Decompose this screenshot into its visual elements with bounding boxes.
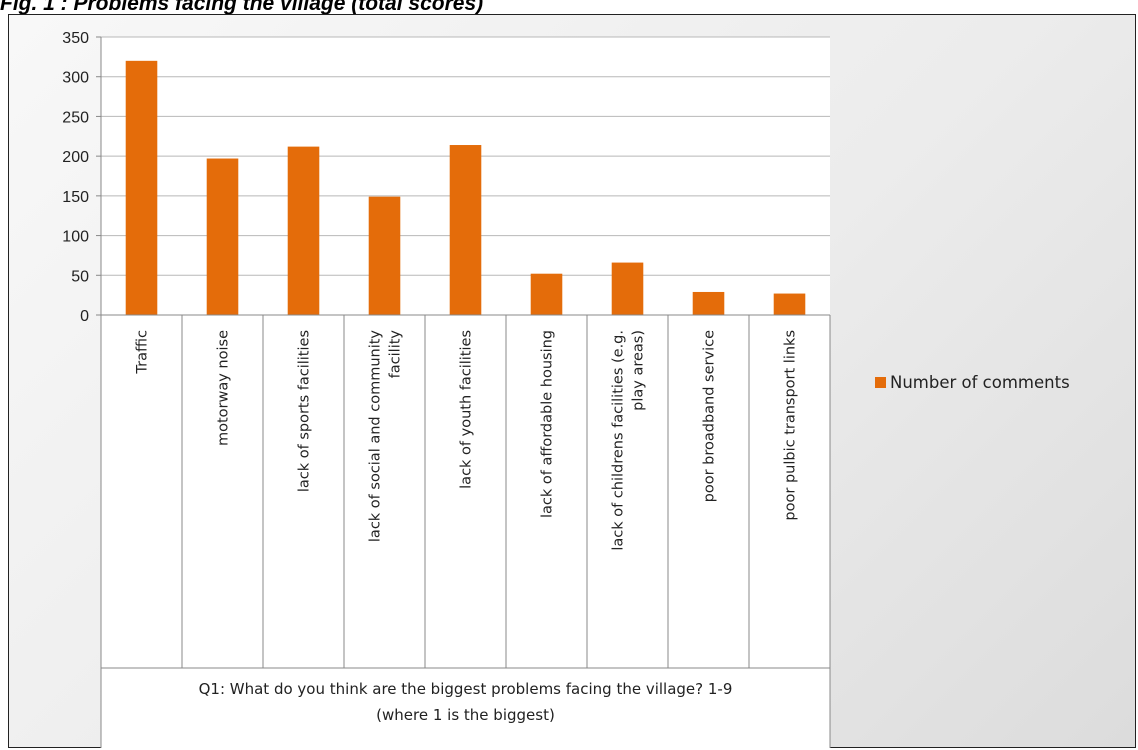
bar [773, 293, 806, 315]
bar [287, 146, 320, 315]
category-axis-area [101, 315, 830, 748]
category-label: Traffic [135, 330, 151, 375]
bar [449, 145, 482, 315]
category-label: poor pulbic transport links [783, 330, 799, 521]
category-label: motorway noise [216, 330, 232, 446]
y-tick-label: 50 [71, 268, 89, 285]
category-label: lack of affordable housing [540, 330, 556, 518]
y-tick-label: 100 [62, 229, 89, 246]
legend-swatch [875, 377, 886, 388]
y-tick-label: 300 [62, 70, 89, 87]
bar [692, 291, 725, 315]
x-axis-title: (where 1 is the biggest) [376, 706, 555, 724]
category-label: lack of sports facilities [297, 330, 313, 492]
legend-label: Number of comments [890, 373, 1070, 392]
bar [368, 196, 401, 315]
category-label: lack of childrens facilities (e.g. [611, 330, 627, 551]
y-tick-label: 0 [80, 308, 89, 325]
category-label: play areas) [631, 330, 647, 411]
bar [530, 273, 563, 315]
y-tick-label: 200 [62, 149, 89, 166]
y-tick-label: 250 [62, 109, 89, 126]
category-label: lack of social and community [368, 330, 384, 543]
bar [206, 158, 239, 315]
figure-title: Fig. 1 : Problems facing the village (to… [0, 0, 484, 14]
y-tick-label: 350 [62, 30, 89, 47]
bar [611, 262, 644, 315]
bar [125, 60, 158, 316]
category-label: lack of youth facilities [459, 330, 475, 489]
category-label: poor broadband service [702, 330, 718, 502]
y-tick-label: 150 [62, 189, 89, 206]
x-axis-title: Q1: What do you think are the biggest pr… [199, 680, 733, 698]
category-label: facility [388, 330, 404, 379]
